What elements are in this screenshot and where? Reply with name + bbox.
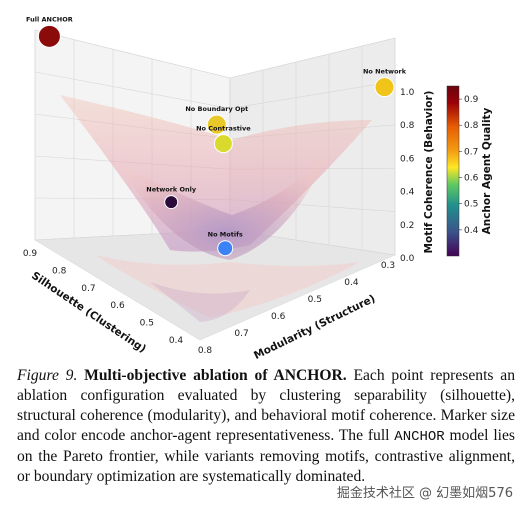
colorbar-label: Anchor Agent Quality [481, 107, 493, 234]
surface-funnel [120, 150, 330, 260]
data-point [206, 114, 227, 135]
caption-title-anchor: ANCHOR [273, 367, 343, 384]
x-tick-label: 0.4 [169, 336, 184, 346]
point-label: Network Only [146, 186, 197, 194]
gridline [229, 37, 396, 79]
pareto-surface [60, 95, 372, 322]
x-tick-label: 0.5 [140, 319, 154, 329]
colorbar-tick-label: 0.6 [464, 174, 479, 184]
caption-body-anchor: ANCHOR [394, 429, 445, 445]
y-tick-label: 0.6 [271, 312, 286, 322]
data-point [213, 134, 233, 154]
gridline [34, 29, 231, 79]
z-axis-label: Motif Coherence (Behavior) [423, 91, 435, 254]
colorbar-gradient [446, 85, 460, 257]
chart-3d-scatter: 0.9 0.8 0.7 0.6 0.5 0.4 0.8 0.7 0.6 0.5 0.4 0.3 0.… [23, 15, 493, 362]
colorbar-tick-label: 0.5 [464, 200, 478, 210]
z-tick-label: 0.6 [400, 154, 415, 164]
surface-lower-shadow [150, 282, 250, 322]
gridline [229, 81, 396, 109]
z-tick-label: 0.2 [400, 221, 414, 231]
point-label: Full ANCHOR [26, 15, 73, 23]
caption-body-2: model lies on the Pareto frontier, while… [17, 427, 515, 485]
point-label: No Boundary Opt [185, 105, 248, 113]
data-points: Full ANCHOR No Network No Boundary Opt No C… [26, 15, 407, 257]
y-tick-label: 0.4 [344, 278, 359, 288]
colorbar-tick-label: 0.9 [464, 95, 479, 105]
x-tick-label: 0.9 [23, 249, 38, 259]
figure-caption: Figure 9. Multi-objective ablation of AN… [17, 366, 515, 487]
z-axis-ticks: 0.0 0.2 0.4 0.6 0.8 1.0 [400, 88, 415, 264]
data-point [37, 24, 61, 48]
x-tick-label: 0.6 [110, 301, 125, 311]
y-tick-label: 0.7 [234, 329, 248, 339]
surface-lower [95, 255, 360, 318]
figure-number: Figure 9. [17, 367, 78, 384]
caption-title-prefix: Multi-objective ablation of [84, 367, 274, 384]
point-label: No Motifs [208, 231, 243, 239]
y-tick-label: 0.3 [381, 261, 395, 271]
z-tick-label: 0.0 [400, 254, 415, 264]
colorbar-tick-label: 0.7 [464, 147, 478, 157]
gridline [34, 71, 231, 109]
point-label: No Contrastive [196, 125, 251, 133]
surface-upper [60, 95, 372, 252]
x-tick-label: 0.7 [81, 284, 95, 294]
data-point [374, 77, 395, 98]
x-axis-ticks: 0.9 0.8 0.7 0.6 0.5 0.4 [23, 249, 184, 346]
y-tick-label: 0.8 [198, 346, 213, 356]
z-tick-label: 0.4 [400, 188, 415, 198]
colorbar-tick-label: 0.8 [464, 121, 479, 131]
colorbar-tick-label: 0.4 [464, 226, 479, 236]
chart-figure: 0.9 0.8 0.7 0.6 0.5 0.4 0.8 0.7 0.6 0.5 0.4 0.3 0.… [23, 15, 493, 362]
z-tick-label: 1.0 [400, 88, 415, 98]
data-point [217, 240, 234, 257]
colorbar-ticks: 0.4 0.5 0.6 0.7 0.8 0.9 [459, 95, 479, 236]
y-tick-label: 0.5 [308, 295, 322, 305]
colorbar: 0.4 0.5 0.6 0.7 0.8 0.9 Anchor Agent Quality [446, 85, 493, 257]
point-label: No Network [363, 68, 407, 76]
caption-title: Multi-objective ablation of ANCHOR. [84, 367, 347, 384]
z-tick-label: 0.8 [400, 121, 415, 131]
data-point [164, 195, 179, 210]
x-tick-label: 0.8 [52, 266, 67, 276]
watermark: 掘金技术社区 @ 幻墨如烟576 [333, 481, 516, 502]
caption-body-1: Each point represents an ablation config… [17, 367, 515, 444]
y-axis-ticks: 0.8 0.7 0.6 0.5 0.4 0.3 [198, 261, 395, 356]
caption-title-suffix: . [342, 367, 347, 384]
